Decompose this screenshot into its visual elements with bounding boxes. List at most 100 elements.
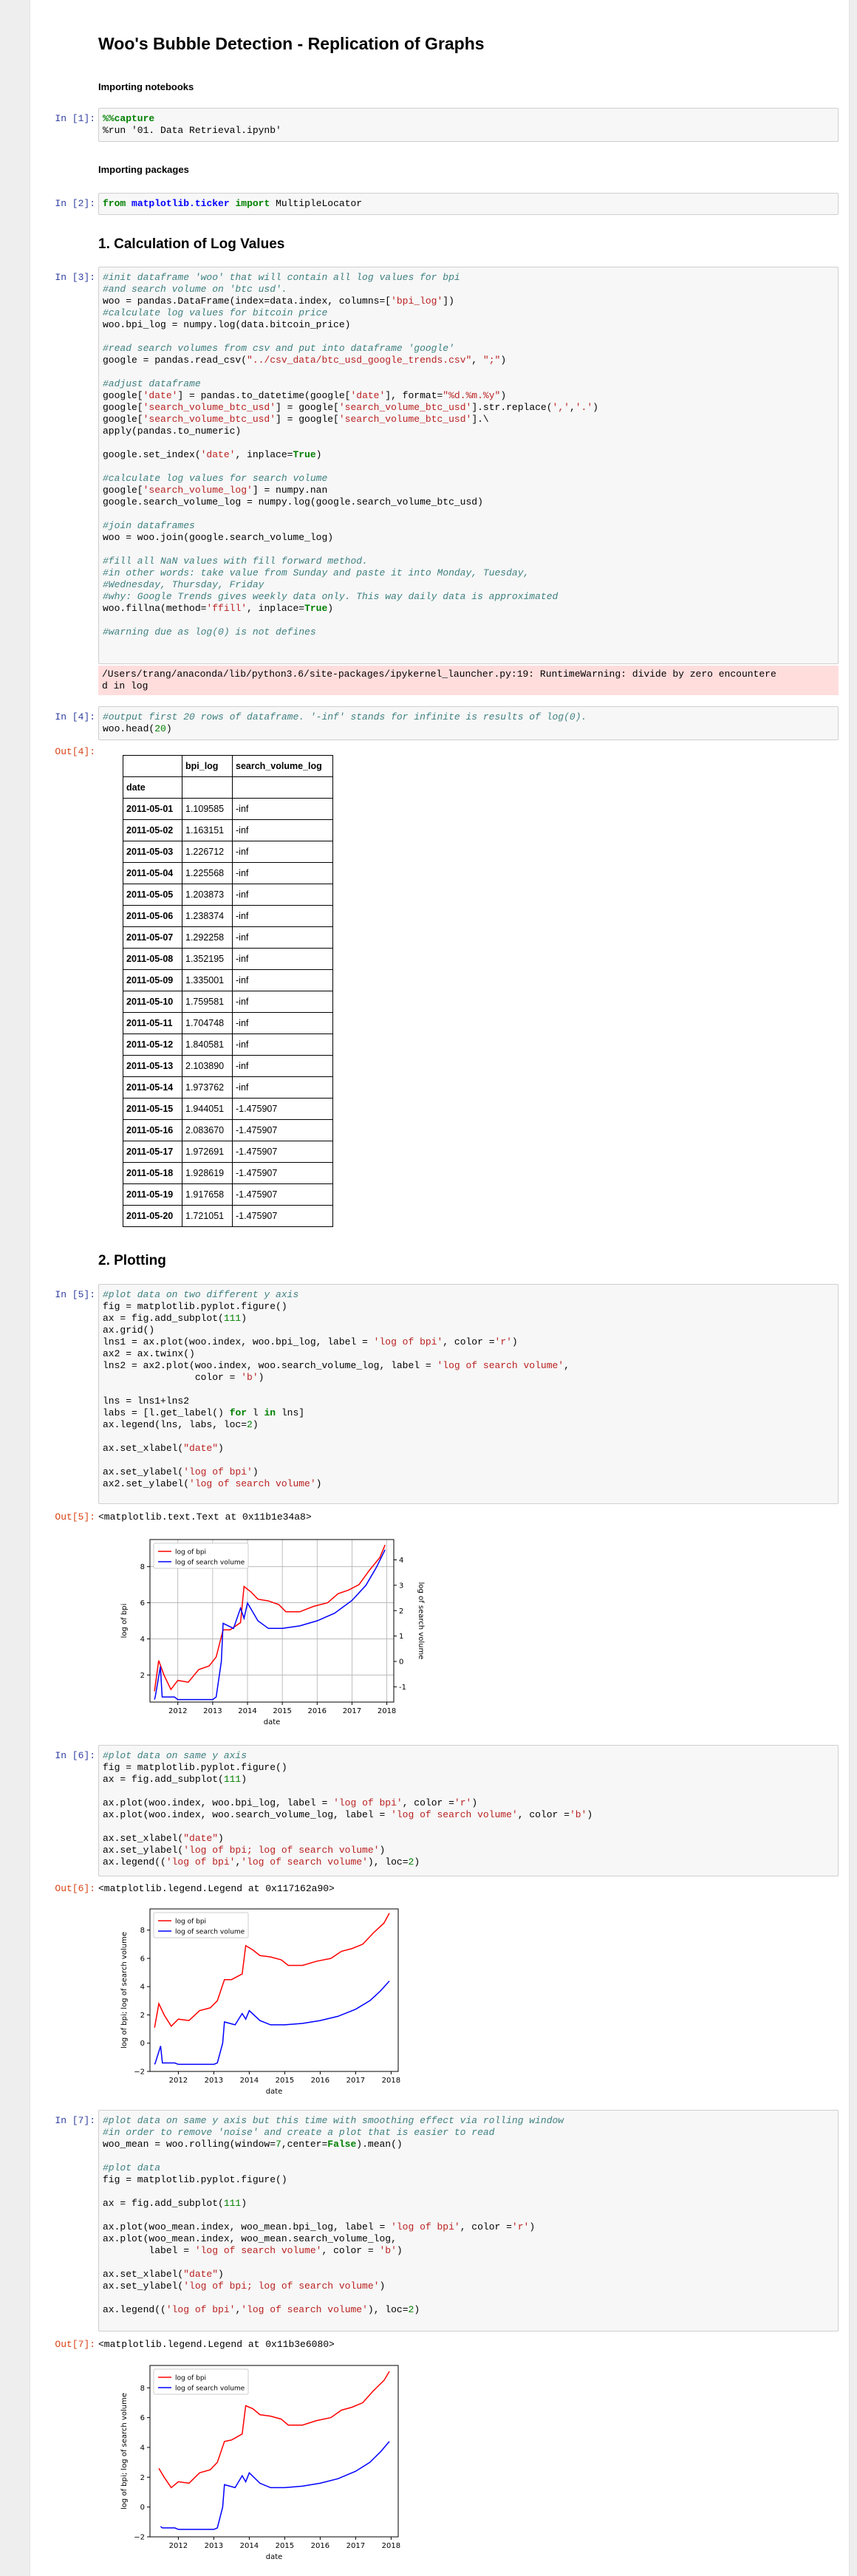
y-tick-label: −2 [134, 2534, 145, 2542]
table-cell: -1.475907 [232, 1119, 333, 1141]
table-cell: -inf [232, 1034, 333, 1056]
table-row: 2011-05-11 1.704748 -inf [123, 1012, 333, 1034]
y-tick-label: 4 [140, 2444, 145, 2452]
code-token: 'ffill' [206, 603, 247, 614]
code-token: 2 [408, 1856, 414, 1868]
code-token: from [103, 198, 126, 209]
y2-tick-label: 3 [399, 1582, 403, 1590]
prompt-out-6: Out[6]: [55, 1883, 95, 1894]
code-token: fig = matplotlib.pyplot.figure() [103, 2174, 287, 2185]
code-line: apply(pandas.to_numeric) [103, 426, 834, 437]
code-token: ,center= [281, 2139, 328, 2150]
code-token: 'r' [494, 1336, 512, 1347]
table-row: 2011-05-18 1.928619 -1.475907 [123, 1162, 333, 1184]
prompt-in-3: In [3]: [55, 272, 95, 283]
y-axis-label: log of bpi [120, 1604, 129, 1639]
code-token: '.' [575, 402, 593, 413]
code-line [103, 508, 834, 520]
code-token: ].\ [471, 414, 489, 425]
x-axis-label: date [264, 1718, 281, 1726]
code-token: ) [218, 1443, 224, 1454]
code-line: woo.bpi_log = numpy.log(data.bitcoin_pri… [103, 319, 834, 331]
code-cell-6[interactable]: #plot data on same y axis fig = matplotli… [98, 1745, 839, 1876]
code-token: matplotlib.ticker [132, 198, 230, 209]
code-line: woo.fillna(method='ffill', inplace=True) [103, 603, 834, 615]
x-tick-label: 2013 [205, 2077, 223, 2085]
code-token: 20 [154, 723, 166, 734]
code-token: %%capture [103, 113, 155, 124]
table-cell: 1.721051 [182, 1205, 233, 1227]
table-body: 2011-05-01 1.109585 -inf 2011-05-02 1.163151… [123, 798, 333, 1227]
row-index-cell: 2011-05-03 [123, 841, 182, 863]
code-line: #init dataframe 'woo' that will contain … [103, 272, 834, 284]
code-line: ax.legend(lns, labs, loc=2) [103, 1419, 834, 1431]
code-token: 'log of bpi' [333, 1797, 403, 1808]
table-cell: 1.238374 [182, 905, 233, 927]
code-cell-5[interactable]: #plot data on two different y axis fig = … [98, 1284, 839, 1504]
code-token: ) [252, 1419, 259, 1430]
code-cell-3[interactable]: #init dataframe 'woo' that will contain … [98, 267, 839, 664]
code-token: ) [379, 1845, 386, 1856]
table-cell: 1.972691 [182, 1141, 233, 1163]
code-line: #in other words: take value from Sunday … [103, 567, 834, 579]
code-cell-2[interactable]: from matplotlib.ticker import MultipleLo… [98, 193, 839, 215]
code-line: ax.legend(('log of bpi','log of search v… [103, 1856, 834, 1868]
x-tick-label: 2014 [238, 1707, 256, 1715]
code-token: , [471, 355, 483, 366]
legend-box [153, 1912, 249, 1938]
code-cell-7[interactable]: #plot data on same y axis but this time … [98, 2110, 839, 2331]
code-token: ] = numpy.nan [252, 485, 328, 496]
code-line [103, 2150, 834, 2162]
code-cell-1[interactable]: %%capture %run '01. Data Retrieval.ipynb' [98, 108, 839, 142]
x-tick-label: 2015 [276, 2542, 294, 2550]
code-line: color = 'b') [103, 1372, 834, 1384]
y2-tick-label: 0 [399, 1658, 403, 1667]
code-token: MultipleLocator [270, 198, 363, 209]
code-token: 'b' [569, 1809, 587, 1820]
code-token: #output first 20 rows of dataframe. '-in… [103, 711, 587, 722]
code-token: ).mean() [356, 2139, 403, 2150]
code-token: google = pandas.read_csv( [103, 355, 247, 366]
code-line [103, 615, 834, 626]
x-axis-label: date [266, 2088, 283, 2096]
code-line [103, 2292, 834, 2304]
column-header: search_volume_log [232, 755, 333, 777]
table-cell: -inf [232, 884, 333, 906]
x-tick-label: 2017 [343, 1707, 361, 1715]
table-cell: -inf [232, 1076, 333, 1099]
code-token: ax.set_ylabel( [103, 1466, 184, 1477]
code-token: ax.set_xlabel( [103, 1443, 184, 1454]
prompt-out-7: Out[7]: [55, 2339, 95, 2350]
code-token: 'log of search volume' [241, 2304, 368, 2315]
code-token: , [569, 402, 576, 413]
row-index-cell: 2011-05-01 [123, 798, 182, 820]
code-token: 'log of search volume' [194, 2245, 322, 2256]
code-line: #adjust dataframe [103, 378, 834, 390]
legend-label: log of bpi [175, 1549, 206, 1557]
code-token: woo.bpi_log = numpy.log(data.bitcoin_pri… [103, 319, 351, 330]
row-index-cell: 2011-05-11 [123, 1012, 182, 1034]
code-token: ), loc= [367, 1856, 409, 1868]
code-line: #output first 20 rows of dataframe. '-in… [103, 711, 834, 723]
code-token: #calculate log values for search volume [103, 473, 328, 484]
code-token: ) [315, 1478, 322, 1489]
y-tick-label: 8 [140, 2385, 145, 2393]
x-axis-label: date [266, 2553, 283, 2561]
legend-label: log of search volume [175, 1559, 245, 1567]
code-line: #calculate log values for bitcoin price [103, 307, 834, 319]
code-token: ax2 = ax.twinx() [103, 1348, 195, 1359]
code-token: ) [241, 2198, 247, 2209]
series-line-search-volume [160, 2441, 390, 2530]
code-line: #Wednesday, Thursday, Friday [103, 579, 834, 591]
code-token: %run '01. Data Retrieval.ipynb' [103, 125, 281, 136]
code-line [103, 1786, 834, 1797]
y2-tick-label: 1 [399, 1633, 403, 1641]
code-token: google[ [103, 485, 143, 496]
code-line: woo = pandas.DataFrame(index=data.index,… [103, 295, 834, 307]
code-line: ax.legend(('log of bpi','log of search v… [103, 2304, 834, 2316]
y-tick-label: −2 [134, 2068, 145, 2077]
y-tick-label: 0 [140, 2040, 145, 2048]
row-index-cell: 2011-05-09 [123, 969, 182, 991]
code-cell-4[interactable]: #output first 20 rows of dataframe. '-in… [98, 706, 839, 740]
code-line: %%capture [103, 113, 834, 125]
